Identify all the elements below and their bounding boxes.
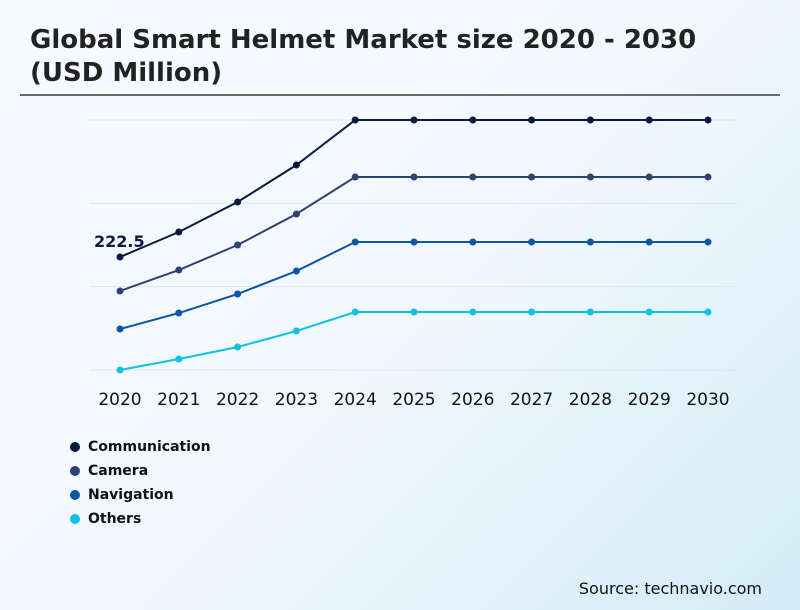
data-point [528,238,536,246]
data-point [351,308,359,316]
legend-label: Camera [88,463,149,479]
data-point [351,238,359,246]
legend-item-navigation: Navigation [70,483,211,507]
chart-title: Global Smart Helmet Market size 2020 - 2… [30,25,697,88]
legend-label: Others [88,511,142,527]
x-tick-label: 2025 [392,390,435,410]
legend-item-others: Others [70,507,211,531]
series-line-navigation [119,241,708,330]
data-point [645,238,653,246]
data-point [410,308,418,316]
series-line-others [119,311,708,371]
data-point [410,116,418,124]
legend-label: Communication [88,439,211,455]
data-point [469,308,477,316]
data-point [528,308,536,316]
data-point [175,355,183,363]
source-text: Source: technavio.com [578,579,762,598]
data-point [704,116,712,124]
data-point [175,228,183,236]
data-point [175,309,183,317]
data-point [586,173,594,181]
data-point [292,210,300,218]
title-divider [20,94,780,96]
legend-marker-icon [70,442,80,452]
x-tick-label: 2029 [628,390,671,410]
data-point [586,308,594,316]
x-tick-label: 2021 [157,390,200,410]
data-point [351,173,359,181]
data-point [292,327,300,335]
data-point [704,308,712,316]
legend-marker-icon [70,466,80,476]
series-line-communication [119,119,708,258]
legend-item-camera: Camera [70,459,211,483]
data-point [234,198,242,206]
data-point [645,308,653,316]
x-tick-label: 2026 [451,390,494,410]
data-point [292,267,300,275]
x-tick-label: 2024 [334,390,377,410]
data-point [528,116,536,124]
data-point [116,287,124,295]
data-point [586,116,594,124]
data-point [645,173,653,181]
x-tick-label: 2030 [686,390,729,410]
data-point [586,238,594,246]
data-point [292,161,300,169]
series-line-camera [119,176,708,292]
data-point [234,290,242,298]
legend: Communication Camera Navigation Others [70,435,211,531]
x-tick-label: 2023 [275,390,318,410]
data-point [116,325,124,333]
legend-item-communication: Communication [70,435,211,459]
data-point [704,173,712,181]
data-point [469,238,477,246]
legend-label: Navigation [88,487,174,503]
data-point [351,116,359,124]
data-point [469,173,477,181]
x-tick-label: 2022 [216,390,259,410]
data-label: 222.5 [94,232,145,251]
data-point [410,173,418,181]
data-point [704,238,712,246]
data-point [645,116,653,124]
x-tick-label: 2028 [569,390,612,410]
data-point [234,343,242,351]
data-point [116,253,124,261]
x-tick-label: 2020 [98,390,141,410]
legend-marker-icon [70,490,80,500]
data-point [469,116,477,124]
legend-marker-icon [70,514,80,524]
data-point [175,266,183,274]
x-tick-label: 2027 [510,390,553,410]
data-point [410,238,418,246]
data-point [234,241,242,249]
data-point [116,366,124,374]
data-point [528,173,536,181]
